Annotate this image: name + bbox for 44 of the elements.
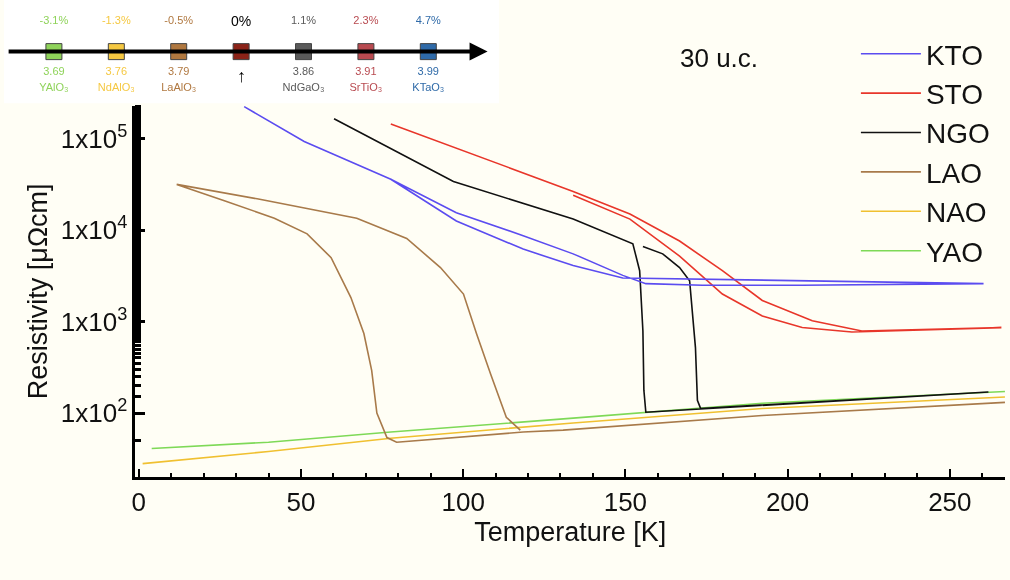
x-tick-label: 150 bbox=[603, 487, 648, 518]
y-axis-title: Resistivity [μΩcm] bbox=[22, 183, 53, 400]
x-tick-label: 100 bbox=[441, 487, 485, 518]
legend-label: NAO bbox=[925, 197, 987, 229]
data-label: 3.86 bbox=[292, 65, 315, 78]
data-label: 3.99 bbox=[417, 65, 440, 78]
data-label: 2.3% bbox=[353, 13, 379, 26]
data-label: 4.7% bbox=[415, 13, 442, 26]
data-label: -0.5% bbox=[164, 13, 194, 26]
line-series bbox=[141, 396, 1005, 465]
category-label: KTaO₃ bbox=[412, 81, 445, 94]
line-series bbox=[175, 183, 1005, 444]
legend-label: KTO bbox=[925, 39, 983, 71]
data-label: 3.69 bbox=[43, 65, 65, 78]
x-tick-label: 50 bbox=[286, 487, 316, 518]
category-label: NdAlO₃ bbox=[97, 81, 135, 94]
data-label: -3.1% bbox=[39, 13, 69, 26]
y-tick-label: 1x10$^{5}$ bbox=[60, 120, 128, 154]
text: 30 u.c. bbox=[680, 43, 759, 73]
x-tick-label: 200 bbox=[765, 487, 810, 518]
line-series bbox=[333, 117, 990, 414]
y-tick-label: 1x10$^{2}$ bbox=[60, 395, 128, 429]
line-series bbox=[150, 390, 1005, 450]
data-label: 3.76 bbox=[105, 65, 128, 78]
text: 0% bbox=[231, 13, 252, 29]
text: ↑ bbox=[237, 66, 246, 86]
x-tick-label: 0 bbox=[131, 487, 146, 518]
legend-label: LAO bbox=[925, 157, 982, 189]
category-label: LaAlO₃ bbox=[161, 81, 197, 94]
data-label: 3.91 bbox=[355, 65, 377, 78]
category-label: SrTiO₃ bbox=[349, 81, 383, 94]
line-series bbox=[390, 123, 1003, 333]
data-label: -1.3% bbox=[101, 13, 131, 26]
y-tick-label: 1x10$^{4}$ bbox=[60, 212, 128, 246]
y-tick-label: 1x10$^{3}$ bbox=[60, 303, 128, 337]
data-label: 3.79 bbox=[168, 65, 190, 78]
legend-label: YAO bbox=[925, 236, 983, 268]
legend-label: NGO bbox=[925, 118, 990, 150]
x-axis-title: Temperature [K] bbox=[474, 517, 667, 548]
category-label: NdGaO₃ bbox=[282, 81, 325, 94]
data-label: 1.1% bbox=[290, 13, 317, 26]
x-tick-label: 250 bbox=[928, 487, 972, 518]
category-label: YAlO₃ bbox=[39, 81, 69, 94]
legend-label: STO bbox=[925, 79, 983, 111]
